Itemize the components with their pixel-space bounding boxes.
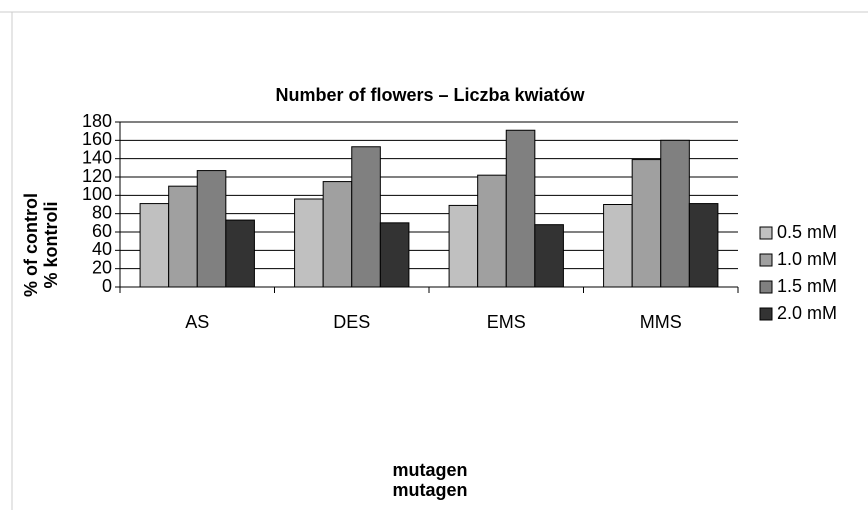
x-axis-label: mutagen (392, 480, 467, 500)
chart-title: Number of flowers – Liczba kwiatów (275, 85, 585, 105)
y-tick-label: 60 (92, 221, 112, 241)
legend-label: 0.5 mM (777, 222, 837, 242)
y-tick-label: 20 (92, 257, 112, 277)
y-axis-label: % kontroli (41, 201, 61, 288)
legend-label: 1.0 mM (777, 249, 837, 269)
bar (631, 159, 662, 288)
x-tick-label: MMS (640, 312, 682, 332)
bar (660, 139, 690, 288)
bar (168, 185, 198, 288)
x-tick-label: AS (185, 312, 209, 332)
x-tick-label: EMS (487, 312, 526, 332)
x-tick-label: DES (333, 312, 370, 332)
bar (225, 219, 255, 288)
legend-label: 1.5 mM (777, 276, 837, 296)
bar (448, 204, 479, 288)
bar (688, 203, 719, 288)
legend-label: 2.0 mM (777, 303, 837, 323)
bar (379, 222, 410, 288)
bar (196, 170, 227, 288)
legend-swatch (759, 280, 773, 294)
y-tick-label: 80 (92, 202, 112, 222)
bar (294, 198, 324, 288)
x-axis-label: mutagen (392, 460, 467, 480)
bar (351, 146, 381, 288)
bar (139, 203, 170, 288)
y-tick-label: 120 (82, 166, 112, 186)
bar (477, 174, 507, 288)
y-tick-label: 0 (102, 276, 112, 296)
legend-swatch (759, 226, 773, 240)
bar (505, 129, 536, 288)
bar (322, 181, 353, 288)
y-axis-label: % of control (21, 193, 41, 297)
y-tick-label: 180 (82, 111, 112, 131)
bar (534, 224, 564, 288)
y-tick-label: 160 (82, 129, 112, 149)
legend-swatch (759, 307, 773, 321)
y-tick-label: 140 (82, 147, 112, 167)
legend-swatch (759, 253, 773, 267)
y-tick-label: 40 (92, 239, 112, 259)
y-tick-label: 100 (82, 184, 112, 204)
bar (603, 204, 633, 288)
